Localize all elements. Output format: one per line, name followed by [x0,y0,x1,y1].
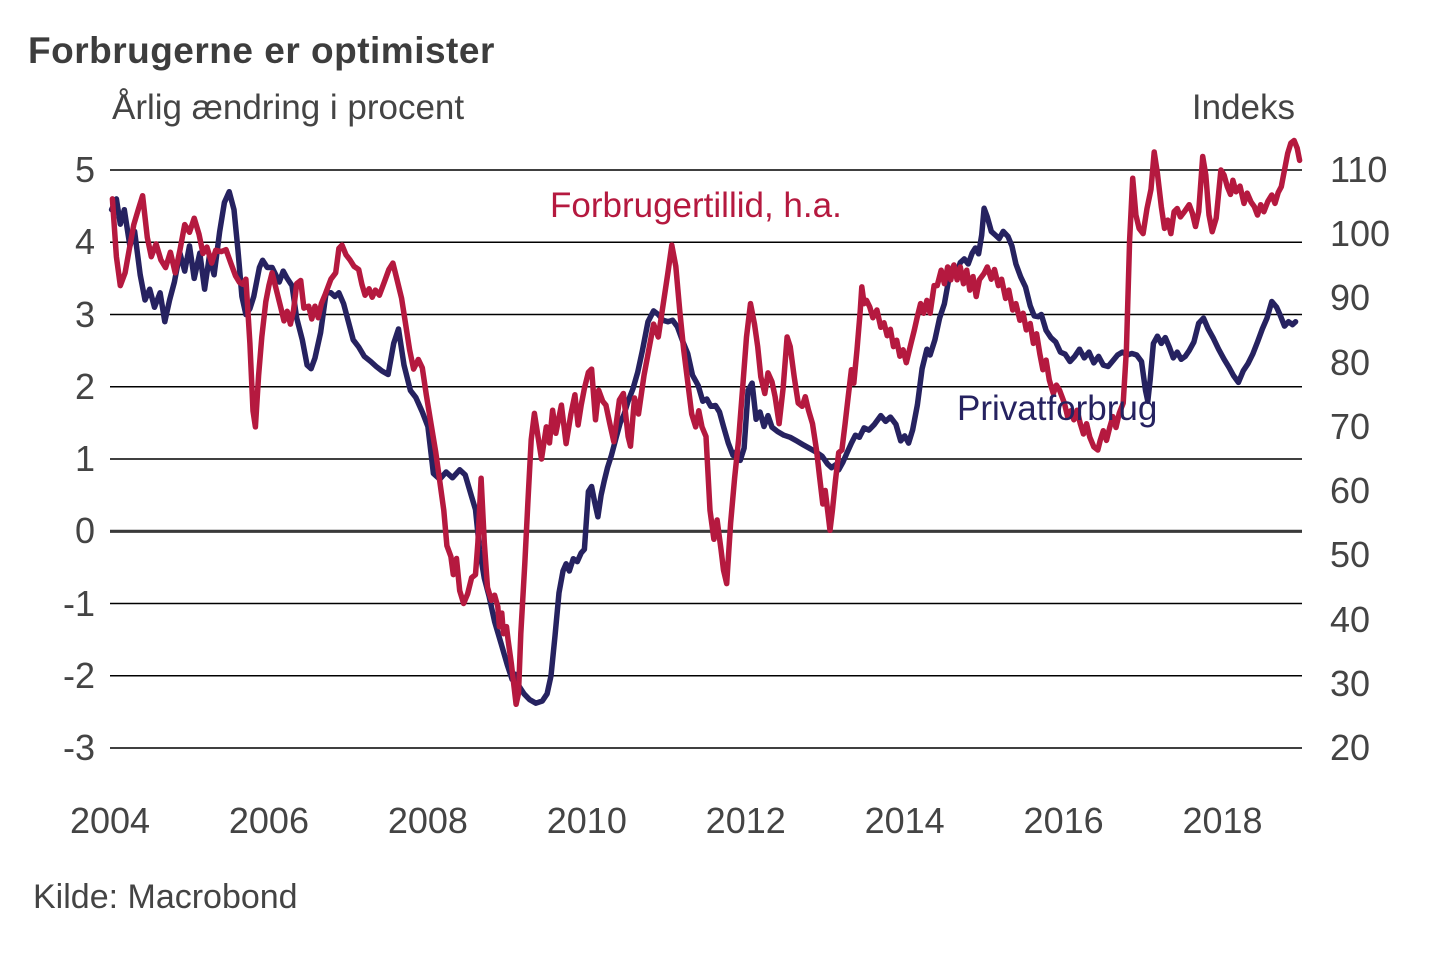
x-axis-tick: 2004 [69,800,151,841]
series-forbrugertillid-h-a [109,137,1303,708]
right-axis-tick: 90 [1330,277,1371,319]
right-axis-tick: 20 [1330,727,1371,768]
left-axis-tick: -3 [62,727,95,768]
legend-forbrugertillid: Forbrugertillid, h.a. [550,186,842,225]
x-axis-tick: 2006 [228,800,309,841]
x-axis-tick: 2014 [864,800,945,841]
right-axis-tick: 110 [1330,149,1388,190]
page-title: Forbrugerne er optimister [28,30,495,71]
right-axis-tick: 100 [1330,213,1391,255]
x-axis-tick: 2016 [1023,800,1104,841]
right-axis-tick: 80 [1330,341,1371,383]
right-axis-tick: 30 [1330,662,1371,704]
right-axis-title: Indeks [1191,88,1295,127]
right-axis-tick: 70 [1330,405,1371,447]
right-axis-tick: 60 [1330,470,1371,512]
left-axis-tick: 2 [74,365,95,407]
x-axis-tick: 2012 [705,800,786,841]
left-axis-tick: 3 [74,293,95,335]
left-axis-tick: 0 [74,510,95,552]
left-axis-tick: 5 [74,149,95,190]
legend-privatforbrug: Privatforbrug [957,389,1158,428]
x-axis-tick: 2008 [387,800,468,841]
x-axis-tick: 2010 [546,800,627,841]
left-axis-tick: -2 [62,654,95,696]
left-axis-tick: 4 [74,221,95,263]
left-axis-tick: 1 [74,438,95,479]
source-note: Kilde: Macrobond [33,878,298,916]
right-axis-tick: 40 [1330,598,1371,640]
series-privatforbrug [108,188,1299,706]
right-axis-tick: 50 [1330,534,1371,576]
left-axis-title: Årlig ændring i procent [112,88,465,127]
left-axis-tick: -1 [62,582,95,624]
x-axis-tick: 2018 [1182,800,1263,841]
